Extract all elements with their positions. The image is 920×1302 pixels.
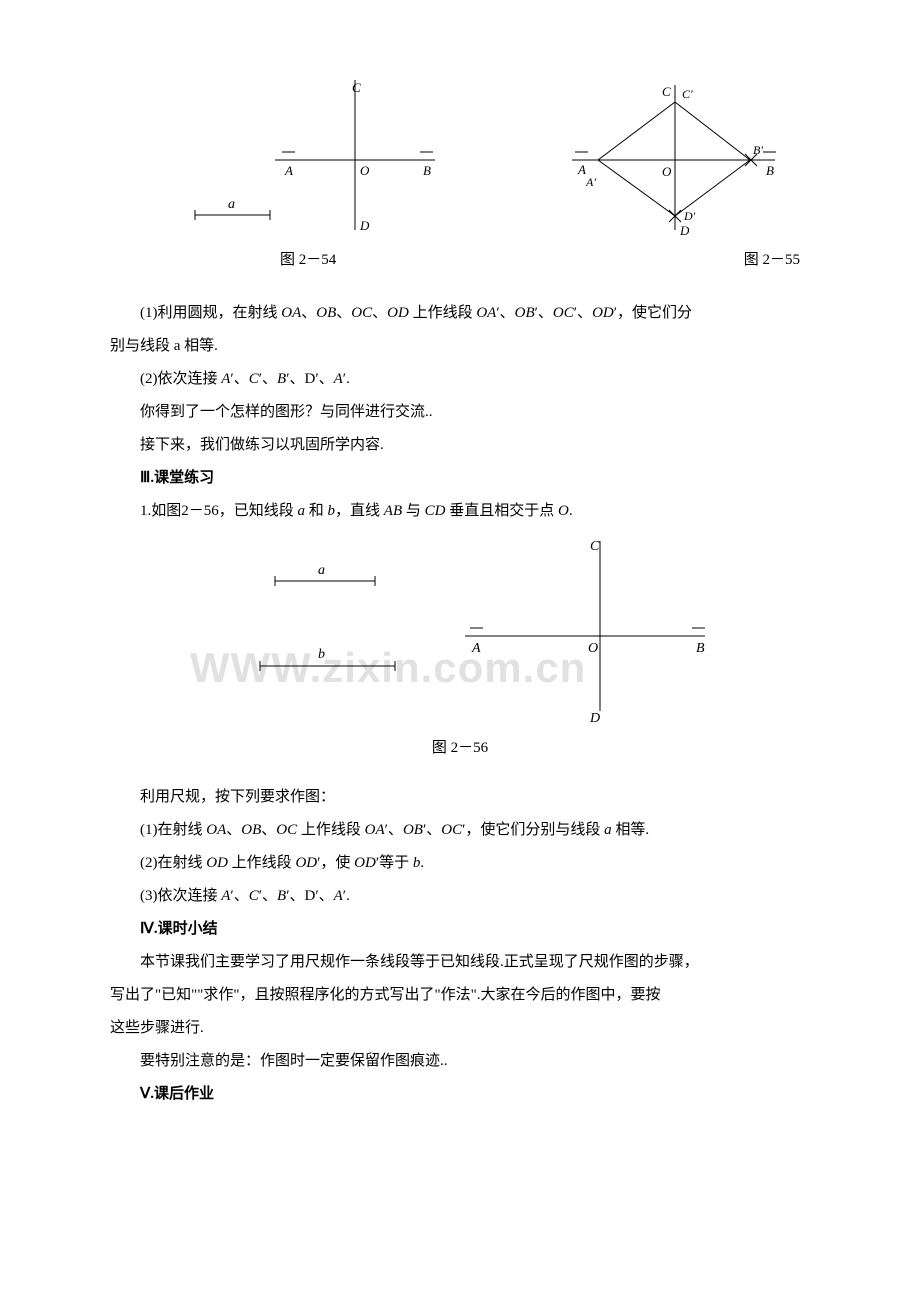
fig256-svg: a b C A O B D <box>200 536 720 726</box>
label-A: A <box>577 162 586 177</box>
label-D: D <box>679 223 690 238</box>
label-Cp: C' <box>682 87 693 101</box>
section-5: Ⅴ.课后作业 <box>110 1078 810 1111</box>
label-Ap: A' <box>585 175 596 189</box>
label-D: D <box>359 218 370 233</box>
fig-labels-row-top: 图 2－54 图 2－55 <box>160 244 810 277</box>
para-ex1: 1.如图2－56，已知线段 a 和 b，直线 AB 与 CD 垂直且相交于点 O… <box>110 495 810 528</box>
para-step1b: 别与线段 a 相等. <box>110 330 810 363</box>
label-C: C <box>352 80 361 95</box>
label-b: b <box>318 647 325 662</box>
para-step2: (2)依次连接 A′、C′、B′、D′、A′. <box>110 363 810 396</box>
para-q1: 你得到了一个怎样的图形？与同伴进行交流.. <box>110 396 810 429</box>
para-instruct: 利用尺规，按下列要求作图： <box>110 781 810 814</box>
para-ex-step2: (2)在射线 OD 上作线段 OD′，使 OD′等于 b. <box>110 847 810 880</box>
para-note: 要特别注意的是：作图时一定要保留作图痕迹.. <box>110 1045 810 1078</box>
para-ex-step3: (3)依次连接 A′、C′、B′、D′、A′. <box>110 880 810 913</box>
label-D: D <box>589 711 600 726</box>
para-next: 接下来，我们做练习以巩固所学内容. <box>110 429 810 462</box>
fig255-caption: 图 2－55 <box>744 244 800 277</box>
section-4: Ⅳ.课时小结 <box>110 913 810 946</box>
para-step1a: (1)利用圆规，在射线 OA、OB、OC、OD 上作线段 OA′、OB′、OC′… <box>110 297 810 330</box>
figures-row-top: C A O B D a <box>160 80 810 240</box>
label-O: O <box>360 163 370 178</box>
label-a: a <box>318 563 325 578</box>
figure-2-55: C C' A A' O B' B D' D <box>550 80 810 240</box>
figure-2-54: C A O B D a <box>160 80 460 240</box>
section-3: Ⅲ.课堂练习 <box>110 462 810 495</box>
label-Dp: D' <box>683 209 696 223</box>
label-O: O <box>662 164 672 179</box>
fig256-caption: 图 2－56 <box>110 732 810 765</box>
label-Bp: B' <box>753 143 763 157</box>
para-sum1: 本节课我们主要学习了用尺规作一条线段等于已知线段.正式呈现了尺规作图的步骤， <box>110 946 810 979</box>
label-B: B <box>423 163 431 178</box>
label-C: C <box>662 84 671 99</box>
label-C: C <box>590 539 600 554</box>
label-A: A <box>471 641 481 656</box>
label-A: A <box>284 163 293 178</box>
para-sum3: 这些步骤进行. <box>110 1012 810 1045</box>
fig254-caption: 图 2－54 <box>280 244 336 277</box>
figure-2-56: a b C A O B D <box>110 536 810 726</box>
fig254-svg: C A O B D a <box>160 80 460 240</box>
label-a: a <box>228 197 235 212</box>
label-O: O <box>588 641 598 656</box>
label-B: B <box>696 641 705 656</box>
para-sum2: 写出了"已知""求作"，且按照程序化的方式写出了"作法".大家在今后的作图中，要… <box>110 979 810 1012</box>
fig255-svg: C C' A A' O B' B D' D <box>550 80 810 240</box>
label-B: B <box>766 163 774 178</box>
para-ex-step1: (1)在射线 OA、OB、OC 上作线段 OA′、OB′、OC′，使它们分别与线… <box>110 814 810 847</box>
